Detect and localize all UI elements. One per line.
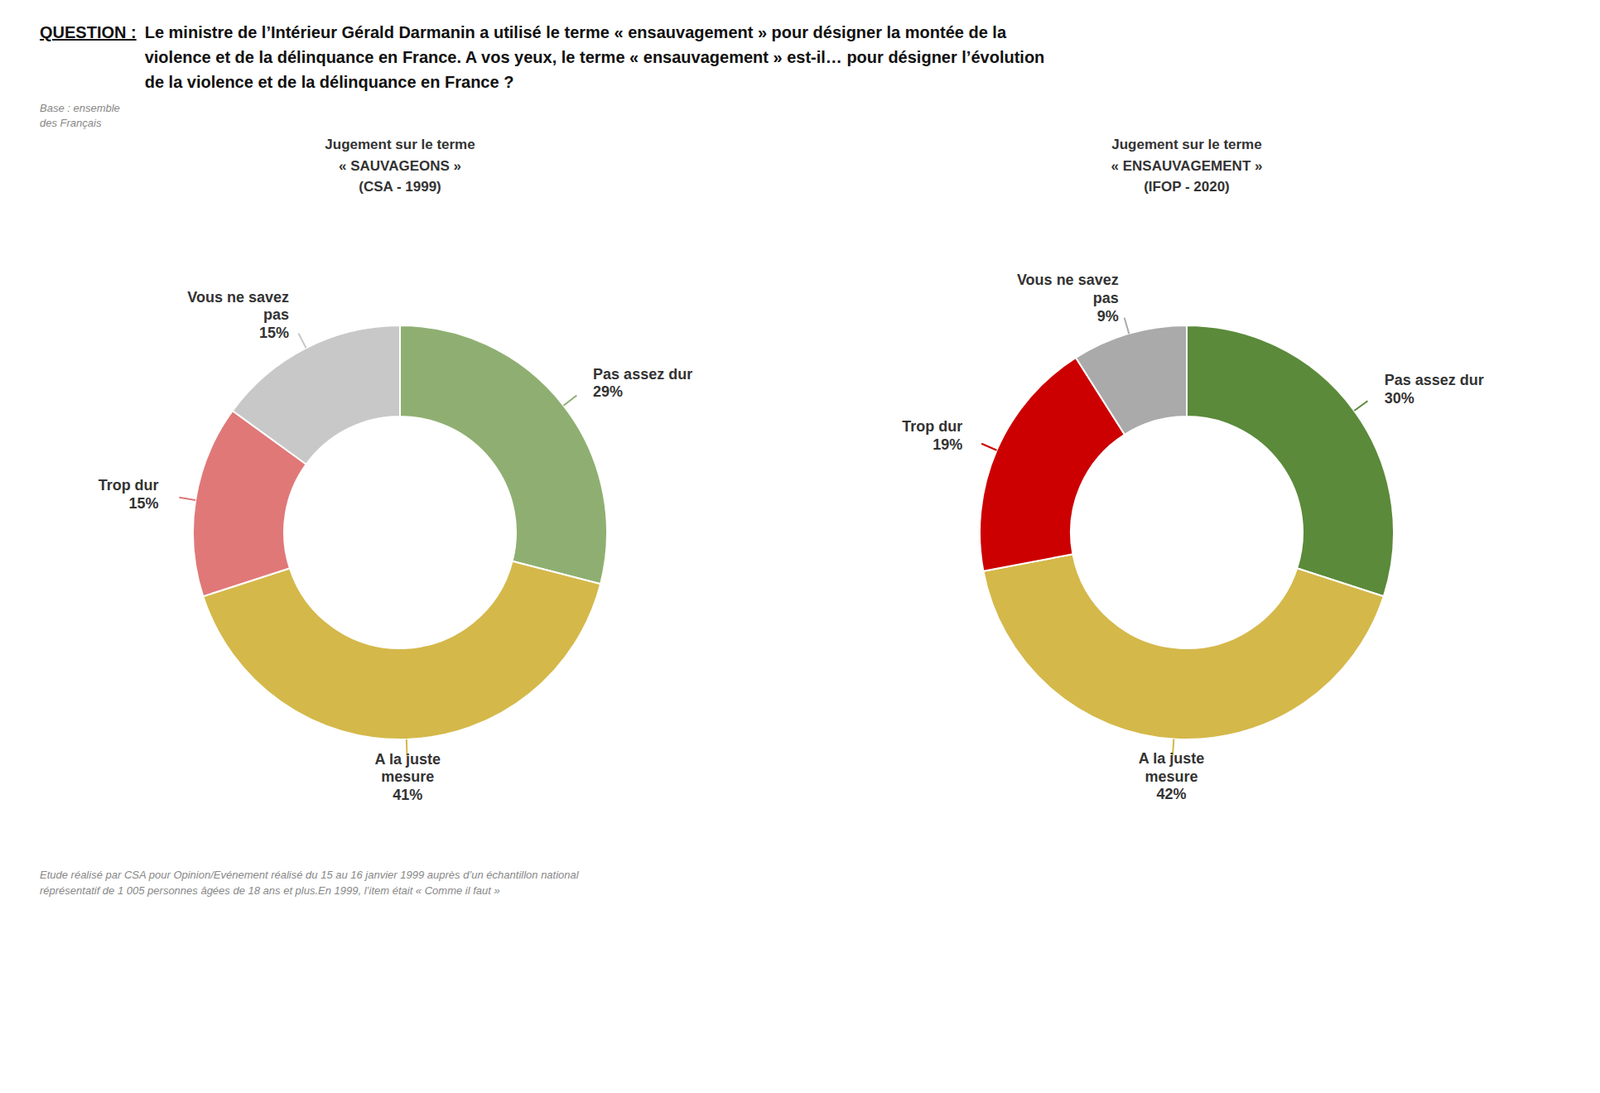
svg-text:Pas assez dur29%: Pas assez dur29% <box>592 366 693 401</box>
html-text:Etude réalisé par CSA pour Opi: Etude réalisé par CSA pour Opinion/Evéne… <box>39 868 579 898</box>
svg-text:Vous ne savezpas9%: Vous ne savezpas9% <box>1016 271 1119 324</box>
svg-text:A la justemesure41%: A la justemesure41% <box>375 750 441 803</box>
svg-text:Trop dur19%: Trop dur19% <box>901 418 963 454</box>
html-text:Jugement sur le terme « ENSAUV: Jugement sur le terme « ENSAUVAGEMENT » … <box>1110 136 1263 195</box>
svg-text:Pas assez dur30%: Pas assez dur30% <box>1384 371 1485 407</box>
html-text:Base : ensemble des Français: Base : ensemble des Français <box>39 101 120 130</box>
html-text:QUESTION :: QUESTION : <box>39 23 137 42</box>
html-text:Jugement sur le terme « SAUVAG: Jugement sur le terme « SAUVAGEONS » (CS… <box>324 136 476 195</box>
html-text:Le ministre de l’Intérieur Gér: Le ministre de l’Intérieur Gérald Darman… <box>144 23 1045 92</box>
svg-text:Vous ne savezpas15%: Vous ne savezpas15% <box>187 289 290 342</box>
svg-text:A la justemesure42%: A la justemesure42% <box>1138 750 1205 803</box>
svg-text:Trop dur15%: Trop dur15% <box>98 477 160 512</box>
